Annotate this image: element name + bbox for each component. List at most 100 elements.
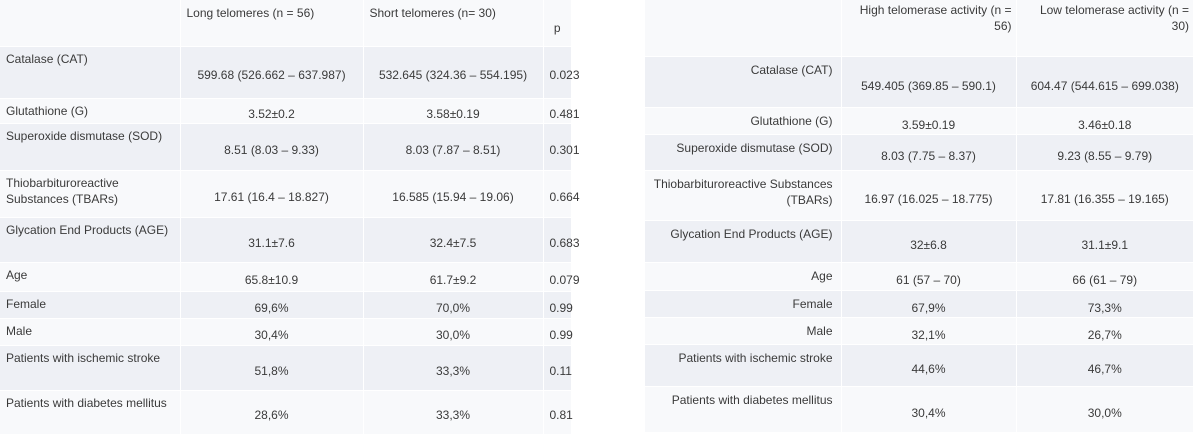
short-telomeres-value: 32.4±7.5 — [362, 217, 543, 263]
row-label: Thiobarbituroreactive Substances (TBARs) — [645, 170, 841, 221]
header-empty-cell — [645, 0, 841, 57]
high-telomerase-value: 44,6% — [840, 344, 1016, 387]
p-value: 0.81 — [542, 390, 573, 434]
row-label: Patients with diabetes mellitus — [645, 386, 841, 432]
p-value: 0.023 — [542, 46, 580, 99]
low-telomerase-value: 3.46±0.18 — [1015, 107, 1193, 135]
short-telomeres-value: 16.585 (15.94 – 19.06) — [362, 170, 543, 218]
long-telomeres-value: 51,8% — [179, 345, 363, 391]
row-label: Age — [645, 262, 841, 291]
table-row: Male 30,4% 30,0% 0.99 — [0, 318, 573, 346]
row-label: Glutathione (G) — [645, 107, 841, 135]
p-value: 0.481 — [542, 98, 580, 124]
high-telomerase-value: 32,1% — [840, 317, 1016, 345]
row-label: Glycation End Products (AGE) — [0, 217, 180, 263]
table-row: Male 32,1% 26,7% — [645, 317, 1193, 345]
table-row: Age 65.8±10.9 61.7±9.2 0.079 — [0, 262, 580, 292]
row-label: Glutathione (G) — [0, 98, 180, 124]
long-telomeres-value: 3.52±0.2 — [179, 98, 363, 124]
high-telomerase-value: 30,4% — [840, 386, 1016, 432]
row-label: Female — [645, 290, 841, 318]
header-p-value: p — [542, 0, 571, 47]
long-telomeres-value: 17.61 (16.4 – 18.827) — [179, 170, 363, 218]
row-label: Glycation End Products (AGE) — [645, 220, 841, 263]
long-telomeres-value: 69,6% — [179, 291, 363, 319]
table-row: Age 61 (57 – 70) 66 (61 – 79) — [645, 262, 1193, 291]
table-row: Female 67,9% 73,3% — [645, 290, 1193, 318]
high-telomerase-value: 61 (57 – 70) — [840, 262, 1016, 291]
long-telomeres-value: 65.8±10.9 — [179, 262, 363, 292]
short-telomeres-value: 8.03 (7.87 – 8.51) — [362, 123, 543, 171]
table-row: Patients with diabetes mellitus 30,4% 30… — [645, 386, 1193, 432]
short-telomeres-value: 30,0% — [362, 318, 543, 346]
low-telomerase-value: 30,0% — [1015, 386, 1193, 432]
short-telomeres-value: 33,3% — [362, 390, 543, 434]
table-row: Superoxide dismutase (SOD) 8.51 (8.03 – … — [0, 123, 580, 171]
row-label: Age — [0, 262, 180, 292]
table-row: Glycation End Products (AGE) 31.1±7.6 32… — [0, 217, 580, 263]
high-telomerase-value: 16.97 (16.025 – 18.775) — [840, 170, 1016, 221]
p-value: 0.664 — [542, 170, 580, 218]
short-telomeres-value: 61.7±9.2 — [362, 262, 543, 292]
header-low-telomerase: Low telomerase activity (n = 30) — [1015, 0, 1193, 57]
row-label: Superoxide dismutase (SOD) — [0, 123, 180, 171]
table-header-row: High telomerase activity (n = 56) Low te… — [645, 0, 1193, 57]
low-telomerase-value: 17.81 (16.355 – 19.165) — [1015, 170, 1193, 221]
table-row: Glutathione (G) 3.59±0.19 3.46±0.18 — [645, 107, 1193, 135]
table-row: Patients with diabetes mellitus 28,6% 33… — [0, 390, 573, 434]
table-row: Glutathione (G) 3.52±0.2 3.58±0.19 0.481 — [0, 98, 580, 124]
row-label: Patients with diabetes mellitus — [0, 390, 180, 434]
row-label: Patients with ischemic stroke — [645, 344, 841, 387]
p-value: 0.301 — [542, 123, 580, 171]
table-row: Catalase (CAT) 549.405 (369.85 – 590.1) … — [645, 56, 1193, 108]
low-telomerase-value: 66 (61 – 79) — [1015, 262, 1193, 291]
header-high-telomerase: High telomerase activity (n = 56) — [840, 0, 1016, 57]
long-telomeres-value: 30,4% — [179, 318, 363, 346]
header-empty-cell — [0, 0, 180, 47]
header-long-telomeres: Long telomeres (n = 56) — [179, 0, 363, 47]
low-telomerase-value: 604.47 (544.615 – 699.038) — [1015, 56, 1193, 108]
long-short-telomeres-table: Long telomeres (n = 56) Short telomeres … — [0, 0, 580, 434]
table-row: Superoxide dismutase (SOD) 8.03 (7.75 – … — [645, 134, 1193, 171]
row-label: Thiobarbituroreactive Substances (TBARs) — [0, 170, 180, 218]
p-value: 0.99 — [542, 291, 573, 319]
p-value: 0.11 — [542, 345, 572, 391]
long-telomeres-value: 28,6% — [179, 390, 363, 434]
table-row: Patients with ischemic stroke 51,8% 33,3… — [0, 345, 572, 391]
short-telomeres-value: 70,0% — [362, 291, 543, 319]
p-value: 0.99 — [542, 318, 573, 346]
high-telomerase-value: 549.405 (369.85 – 590.1) — [840, 56, 1016, 108]
row-label: Female — [0, 291, 180, 319]
low-telomerase-value: 46,7% — [1015, 344, 1193, 387]
table-row: Glycation End Products (AGE) 32±6.8 31.1… — [645, 220, 1193, 263]
table-row: Thiobarbituroreactive Substances (TBARs)… — [645, 170, 1193, 221]
p-value: 0.079 — [542, 262, 580, 292]
table-row: Catalase (CAT) 599.68 (526.662 – 637.987… — [0, 46, 580, 99]
long-telomeres-value: 31.1±7.6 — [179, 217, 363, 263]
long-telomeres-value: 599.68 (526.662 – 637.987) — [179, 46, 363, 99]
row-label: Patients with ischemic stroke — [0, 345, 180, 391]
high-telomerase-value: 32±6.8 — [840, 220, 1016, 263]
row-label: Superoxide dismutase (SOD) — [645, 134, 841, 171]
long-telomeres-value: 8.51 (8.03 – 9.33) — [179, 123, 363, 171]
short-telomeres-value: 532.645 (324.36 – 554.195) — [362, 46, 543, 99]
high-telomerase-value: 67,9% — [840, 290, 1016, 318]
table-row: Patients with ischemic stroke 44,6% 46,7… — [645, 344, 1193, 387]
high-telomerase-value: 3.59±0.19 — [840, 107, 1016, 135]
high-telomerase-value: 8.03 (7.75 – 8.37) — [840, 134, 1016, 171]
row-label: Catalase (CAT) — [0, 46, 180, 99]
header-short-telomeres: Short telomeres (n= 30) — [362, 0, 543, 47]
short-telomeres-value: 3.58±0.19 — [362, 98, 543, 124]
row-label: Male — [645, 317, 841, 345]
low-telomerase-value: 26,7% — [1015, 317, 1193, 345]
telomerase-activity-table: High telomerase activity (n = 56) Low te… — [645, 0, 1193, 432]
low-telomerase-value: 73,3% — [1015, 290, 1193, 318]
row-label: Catalase (CAT) — [645, 56, 841, 108]
short-telomeres-value: 33,3% — [362, 345, 543, 391]
low-telomerase-value: 31.1±9.1 — [1015, 220, 1193, 263]
row-label: Male — [0, 318, 180, 346]
table-row: Female 69,6% 70,0% 0.99 — [0, 291, 573, 319]
table-header-row: Long telomeres (n = 56) Short telomeres … — [0, 0, 571, 47]
p-value: 0.683 — [542, 217, 580, 263]
table-row: Thiobarbituroreactive Substances (TBARs)… — [0, 170, 580, 218]
